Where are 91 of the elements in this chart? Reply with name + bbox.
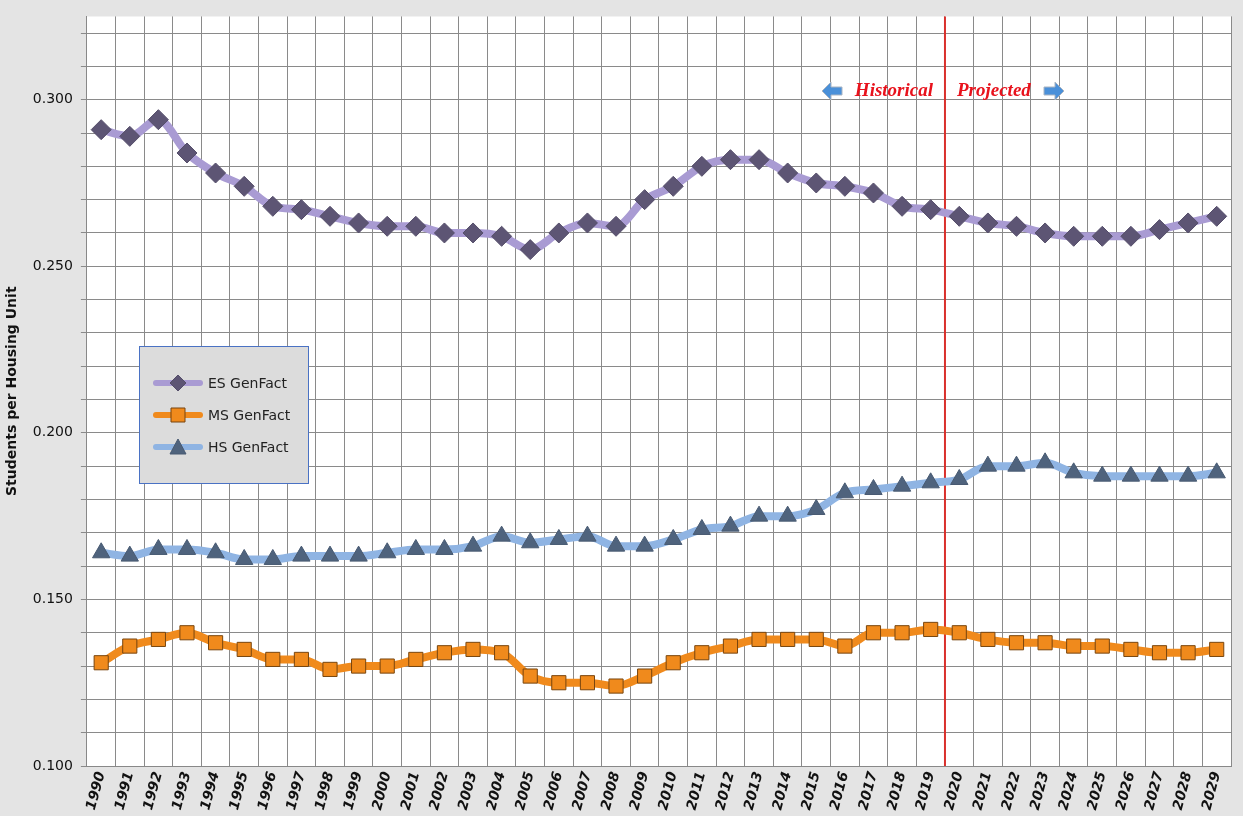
y-tick-label: 0.250 [32, 256, 73, 273]
x-tick-label: 2001 [396, 769, 423, 812]
point [894, 625, 910, 641]
x-tick-label: 2002 [425, 769, 451, 812]
point [837, 638, 853, 654]
x-tick-label: 2000 [368, 769, 394, 812]
x-tick-label: 2026 [1111, 769, 1138, 812]
point [694, 645, 710, 661]
x-tick-label: 2012 [711, 769, 737, 812]
point [665, 655, 681, 671]
x-tick-label: 1996 [253, 769, 280, 812]
point [951, 625, 967, 641]
x-tick-label: 2024 [1054, 769, 1081, 812]
point [379, 658, 395, 674]
point [808, 631, 824, 647]
annotation: Projected [955, 79, 1032, 101]
x-tick-label: 2008 [596, 769, 623, 812]
x-tick-label: 1991 [110, 769, 137, 812]
x-tick-label: 2021 [968, 769, 995, 812]
point [122, 638, 138, 654]
x-tick-label: 2028 [1168, 769, 1195, 812]
point [980, 631, 996, 647]
y-tick-label: 0.300 [32, 90, 73, 107]
point [608, 678, 624, 694]
point [465, 641, 481, 657]
point [923, 621, 939, 637]
point [265, 651, 281, 667]
x-tick-label: 1992 [139, 769, 165, 812]
point [236, 641, 252, 657]
point [1180, 645, 1196, 661]
point [751, 631, 767, 647]
x-tick-label: 2009 [625, 769, 652, 812]
point [1094, 638, 1110, 654]
point [179, 625, 195, 641]
point [1037, 635, 1053, 651]
point [408, 651, 424, 667]
point [551, 675, 567, 691]
annotation: Historical [853, 79, 934, 101]
point [722, 638, 739, 654]
legend-label: MS GenFact [207, 407, 291, 424]
point [208, 635, 224, 651]
legend-label: ES GenFact [207, 375, 287, 392]
point [150, 631, 166, 647]
x-tick-label: 2010 [654, 769, 680, 812]
x-tick-label: 2029 [1197, 769, 1224, 812]
point [522, 668, 538, 684]
y-tick-label: 0.100 [32, 756, 73, 773]
point [1209, 641, 1225, 657]
point [1066, 638, 1082, 654]
point [780, 631, 796, 647]
x-tick-label: 1999 [339, 769, 366, 812]
x-tick-label: 1997 [282, 769, 308, 812]
x-tick-label: 2005 [511, 769, 537, 812]
y-axis-title: Students per Housing Unit [3, 286, 20, 496]
x-tick-label: 2022 [997, 769, 1023, 812]
x-tick-label: 2019 [911, 769, 938, 812]
y-tick-label: 0.150 [32, 590, 73, 607]
point [293, 651, 309, 667]
x-tick-label: 2004 [482, 769, 509, 812]
x-tick-label: 1990 [82, 769, 108, 812]
point [351, 658, 367, 674]
x-tick-label: 1993 [167, 769, 194, 812]
x-tick-label: 2011 [682, 769, 709, 812]
point [1151, 645, 1168, 661]
x-tick-label: 1995 [225, 769, 251, 812]
point [93, 655, 109, 671]
point [1123, 641, 1139, 657]
y-tick-label: 0.200 [32, 423, 73, 440]
x-tick-label: 2013 [739, 769, 766, 812]
point [865, 625, 882, 641]
point [579, 675, 595, 691]
point [637, 668, 653, 684]
point [494, 645, 510, 661]
x-tick-label: 1998 [310, 769, 337, 812]
point [1008, 635, 1025, 651]
x-tick-label: 2007 [568, 769, 594, 812]
x-tick-label: 2020 [940, 769, 966, 812]
point [436, 645, 452, 661]
x-tick-label: 2006 [539, 769, 566, 812]
x-tick-label: 1994 [196, 769, 223, 812]
x-tick-label: 2016 [825, 769, 852, 812]
x-tick-label: 2003 [453, 769, 480, 812]
x-tick-label: 2027 [1140, 769, 1166, 812]
x-tick-label: 2017 [854, 769, 880, 812]
x-tick-label: 2023 [1025, 769, 1052, 812]
x-tick-label: 2015 [797, 769, 823, 812]
x-tick-label: 2014 [768, 769, 795, 812]
x-tick-label: 2018 [882, 769, 909, 812]
x-tick-label: 2025 [1083, 769, 1109, 812]
point [322, 661, 338, 677]
legend-label: HS GenFact [207, 439, 289, 456]
